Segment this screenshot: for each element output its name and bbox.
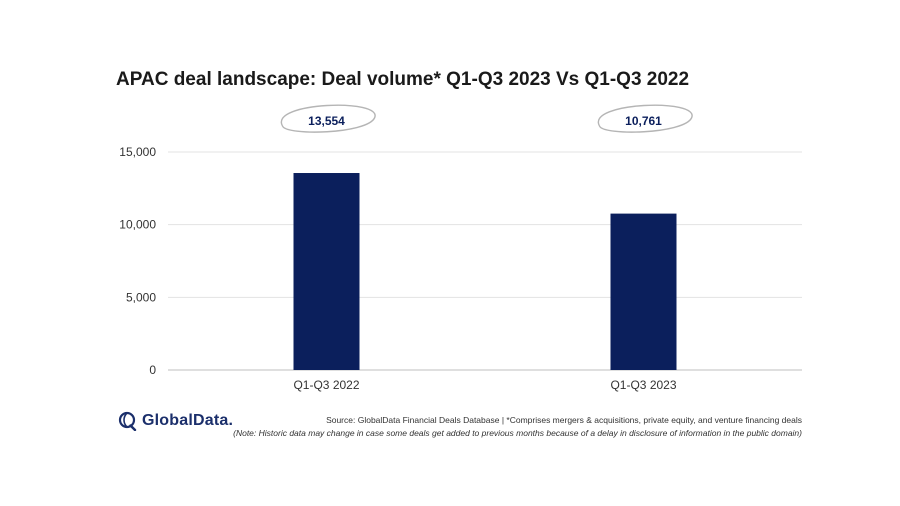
note-text: (Note: Historic data may change in case … — [233, 428, 802, 438]
y-axis-ticks: 0 5,000 10,000 15,000 — [119, 145, 156, 377]
y-tick-label: 5,000 — [126, 290, 156, 304]
bars — [293, 173, 677, 370]
source-text: Source: GlobalData Financial Deals Datab… — [326, 415, 802, 425]
y-tick-label: 0 — [149, 363, 156, 377]
data-label: 10,761 — [625, 114, 662, 128]
y-tick-label: 10,000 — [119, 218, 156, 232]
globe-icon — [118, 411, 137, 431]
bar — [293, 173, 360, 370]
chart-title: APAC deal landscape: Deal volume* Q1-Q3 … — [116, 69, 690, 90]
data-labels: 13,554 10,761 — [280, 104, 693, 133]
source-footer: Source: GlobalData Financial Deals Datab… — [233, 414, 802, 440]
x-category-label: Q1-Q3 2022 — [293, 378, 359, 392]
x-axis-categories: Q1-Q3 2022 Q1-Q3 2023 — [293, 378, 676, 392]
y-tick-label: 15,000 — [119, 145, 156, 159]
data-label-oval — [280, 104, 376, 133]
gridlines — [168, 151, 802, 371]
brand-name: GlobalData. — [142, 412, 234, 429]
data-label-oval — [597, 104, 693, 133]
data-label: 13,554 — [308, 114, 345, 128]
bar — [610, 213, 677, 370]
x-category-label: Q1-Q3 2023 — [610, 378, 676, 392]
globaldata-logo: GlobalData. — [118, 411, 233, 431]
